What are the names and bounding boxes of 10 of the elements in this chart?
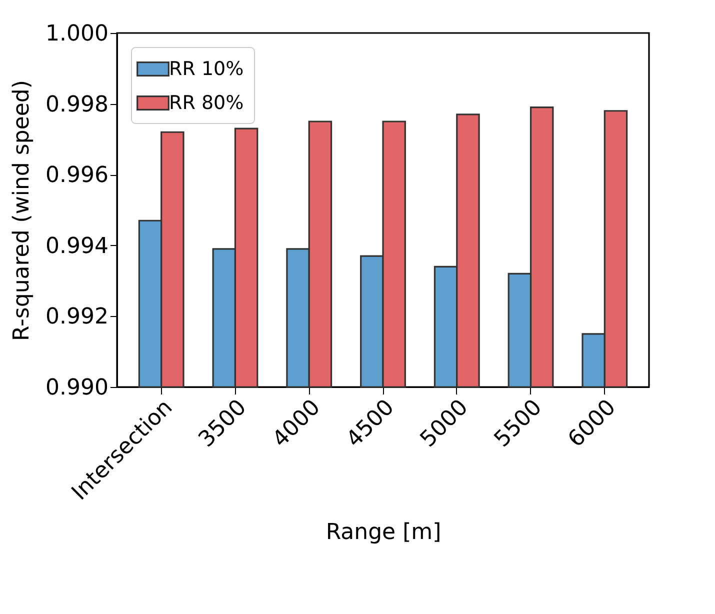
legend-label: RR 10%: [169, 58, 244, 80]
y-axis-title: R-squared (wind speed): [10, 80, 35, 341]
y-tick-label: 0.992: [46, 304, 108, 330]
y-tick-label: 0.996: [46, 163, 108, 188]
y-tick-label: 0.998: [46, 92, 108, 118]
x-axis-title: Range [m]: [326, 520, 442, 545]
legend-label: RR 80%: [169, 92, 244, 114]
y-tick-label: 1.000: [46, 22, 108, 46]
y-tick-label: 0.994: [46, 234, 108, 259]
y-tick-label: 0.990: [46, 376, 108, 400]
